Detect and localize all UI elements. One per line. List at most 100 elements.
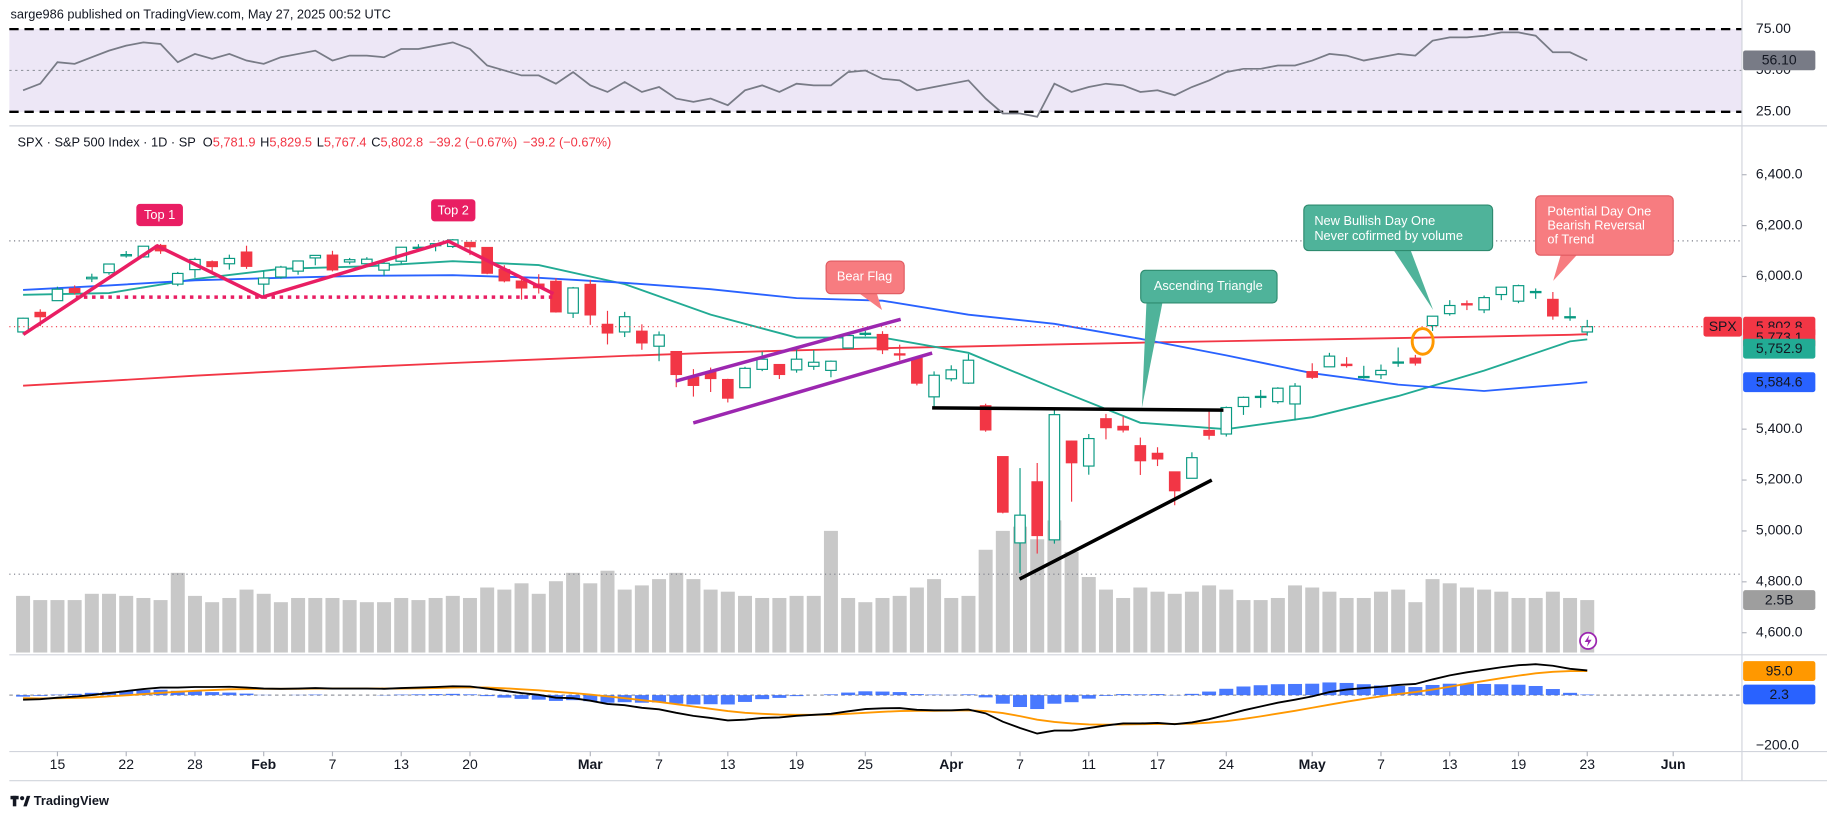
candle-body <box>326 254 339 271</box>
axis-value-tag <box>1743 338 1816 359</box>
callout-box <box>1303 204 1494 252</box>
volume-bar <box>33 600 48 653</box>
macd-histogram-bar <box>1511 684 1526 696</box>
x-tick-label: 17 <box>1150 756 1166 772</box>
volume-bar <box>1425 579 1440 653</box>
macd-histogram-bar <box>1408 687 1423 696</box>
volume-bar <box>119 595 134 653</box>
candle-body <box>1272 387 1284 403</box>
macd-histogram-bar <box>33 695 48 696</box>
volume-bar <box>841 597 856 653</box>
volume-bar <box>1477 589 1492 653</box>
volume-bar <box>634 585 649 653</box>
y-tick-label: 5,000.0 <box>1756 522 1803 538</box>
candle-body <box>1323 355 1336 368</box>
macd-histogram-bar <box>583 695 598 702</box>
axis-value-label: 5,752.9 <box>1756 340 1803 356</box>
volume-bar <box>806 595 821 653</box>
volume-bar <box>16 595 31 653</box>
macd-histogram-bar <box>1116 694 1131 696</box>
candle-body <box>292 260 304 272</box>
volume-bar <box>1116 597 1131 653</box>
top-zigzag <box>22 239 555 336</box>
volume-bar <box>480 587 495 653</box>
x-tick-label: 22 <box>118 756 134 772</box>
candle-body <box>859 332 872 335</box>
macd-histogram-bar <box>927 694 942 696</box>
candle-body <box>1357 375 1370 379</box>
legend-key: C <box>371 135 380 150</box>
candle-body <box>636 330 648 344</box>
y-tick-label: 4,600.0 <box>1756 623 1803 639</box>
macd-histogram-bar <box>1580 694 1595 696</box>
candle-body <box>1547 298 1559 317</box>
callout-text: Top 2 <box>438 202 469 217</box>
macd-histogram-bar <box>1253 685 1268 696</box>
y-tick-label: 5,200.0 <box>1756 471 1803 487</box>
volume-bar <box>583 583 598 653</box>
x-tick-label: 19 <box>1511 756 1527 772</box>
axis-value-tag <box>1743 590 1816 610</box>
volume-bar <box>1150 591 1165 653</box>
macd-histogram-bar <box>909 694 924 696</box>
candle-body <box>1564 316 1576 319</box>
candle-body <box>343 259 356 263</box>
legend-value: 5,767.4 <box>324 135 367 150</box>
y-tick-label: 4,800.0 <box>1756 573 1803 589</box>
volume-bar <box>995 530 1010 653</box>
candle-body <box>1220 406 1233 435</box>
legend-value: 5,781.9 <box>213 135 256 150</box>
macd-histogram-bar <box>823 694 838 696</box>
volume-bar <box>239 589 254 653</box>
macd-histogram-bar <box>1270 684 1285 696</box>
macd-histogram-bar <box>308 694 323 696</box>
callout-text: Never cofirmed by volume <box>1314 228 1463 243</box>
macd-histogram-bar <box>1528 685 1543 696</box>
volume-bar <box>342 600 357 653</box>
volume-bar <box>1442 583 1457 653</box>
callout-text: of Trend <box>1547 231 1594 246</box>
candle-body <box>275 266 287 278</box>
candle-body <box>1409 357 1422 364</box>
candle-body <box>567 287 579 314</box>
macd-line <box>23 663 1588 735</box>
candle-body <box>1151 452 1164 460</box>
macd-histogram-bar <box>995 695 1010 704</box>
macd-histogram-bar <box>428 694 443 696</box>
volume-bar <box>600 570 615 653</box>
x-tick-label: 13 <box>720 756 736 772</box>
volume-bar <box>1236 600 1251 653</box>
volume-bar <box>359 602 374 653</box>
volume-bar <box>1494 591 1509 653</box>
channel-line <box>675 317 902 383</box>
candle-body <box>171 272 184 285</box>
macd-histogram-bar <box>755 695 770 700</box>
volume-bar <box>1184 591 1199 653</box>
candle-body <box>670 350 683 376</box>
macd-histogram-bar <box>892 692 907 696</box>
volume-bar <box>823 530 838 653</box>
volume-bar <box>1064 551 1079 653</box>
candle-body <box>790 358 803 371</box>
volume-bar <box>67 600 82 653</box>
macd-histogram-bar <box>445 693 460 696</box>
volume-bar <box>875 597 890 653</box>
volume-bar <box>566 572 581 653</box>
macd-histogram-bar <box>239 693 254 696</box>
macd-histogram-bar <box>1013 695 1028 708</box>
axis-value-label: 2.5B <box>1765 591 1794 607</box>
volume-bar <box>1133 587 1148 653</box>
candle-body <box>1495 286 1508 296</box>
candle-body <box>1529 290 1542 294</box>
volume-bar <box>102 593 117 653</box>
macd-histogram-bar <box>1202 691 1217 696</box>
macd-histogram-bar <box>1563 692 1578 696</box>
macd-histogram-bar <box>67 693 82 696</box>
volume-bar <box>136 597 151 653</box>
macd-histogram-bar <box>686 695 701 705</box>
candle-body <box>756 358 769 370</box>
triangle-top <box>932 406 1224 412</box>
candle-body <box>962 359 975 384</box>
